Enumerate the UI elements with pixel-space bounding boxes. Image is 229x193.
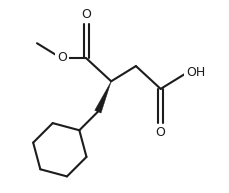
Text: O: O — [81, 8, 91, 21]
Text: O: O — [57, 51, 66, 64]
Text: OH: OH — [185, 66, 205, 79]
Polygon shape — [94, 81, 111, 113]
Text: O: O — [155, 126, 165, 139]
